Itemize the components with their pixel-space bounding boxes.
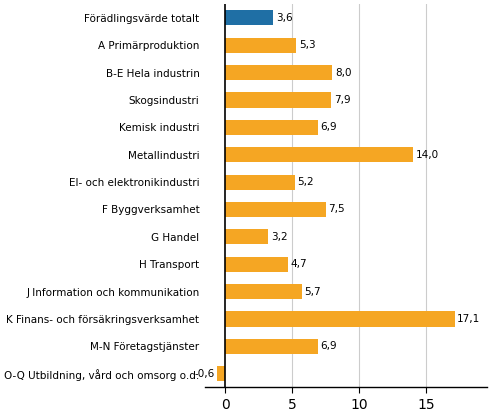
- Text: 14,0: 14,0: [416, 150, 439, 160]
- Bar: [225, 10, 273, 25]
- Text: 8,0: 8,0: [335, 68, 352, 78]
- Text: 7,5: 7,5: [328, 205, 345, 215]
- Bar: [225, 92, 331, 107]
- Text: 4,7: 4,7: [291, 259, 307, 269]
- Text: 6,9: 6,9: [321, 122, 337, 132]
- Bar: [225, 284, 301, 299]
- Bar: [225, 339, 318, 354]
- Bar: [225, 257, 288, 272]
- Text: 5,3: 5,3: [299, 40, 316, 50]
- Bar: [225, 175, 295, 190]
- Bar: [225, 38, 296, 53]
- Text: 5,2: 5,2: [298, 177, 314, 187]
- Bar: [225, 229, 268, 244]
- Bar: [225, 312, 455, 327]
- Bar: [217, 366, 225, 381]
- Text: 3,2: 3,2: [271, 232, 287, 242]
- Bar: [225, 202, 326, 217]
- Text: 3,6: 3,6: [276, 13, 293, 23]
- Bar: [225, 65, 332, 80]
- Text: 17,1: 17,1: [457, 314, 481, 324]
- Text: 7,9: 7,9: [334, 95, 351, 105]
- Bar: [225, 120, 318, 135]
- Text: 6,9: 6,9: [321, 342, 337, 352]
- Bar: [225, 147, 413, 162]
- Text: -0,6: -0,6: [194, 369, 215, 379]
- Text: 5,7: 5,7: [304, 287, 321, 297]
